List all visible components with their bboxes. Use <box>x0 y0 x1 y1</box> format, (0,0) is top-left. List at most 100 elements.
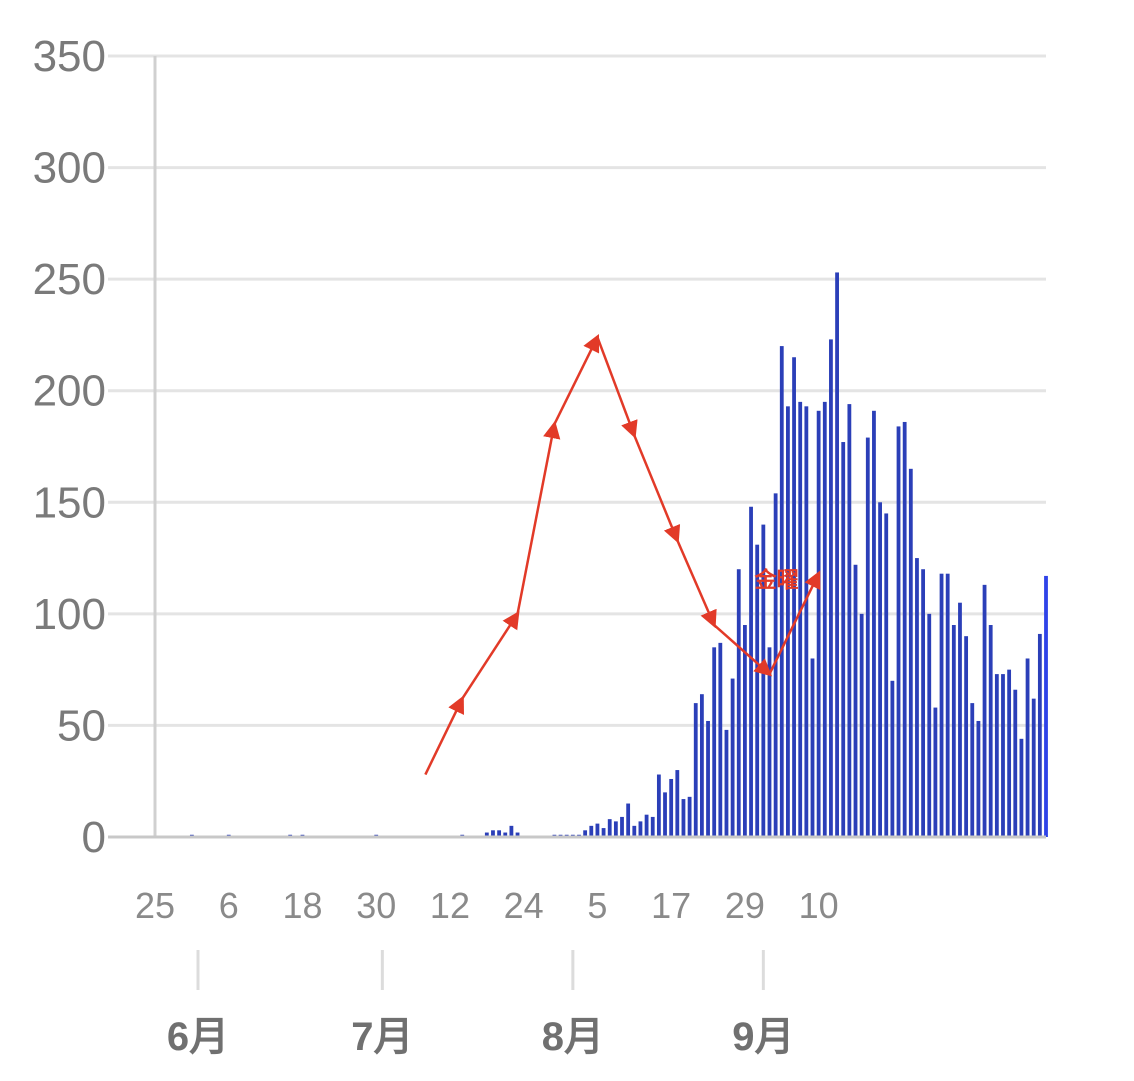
bar <box>656 774 661 837</box>
bar <box>902 421 907 837</box>
month-label: 8月 <box>542 1015 604 1059</box>
bar <box>638 821 643 837</box>
bar <box>798 401 803 837</box>
bar <box>927 613 932 837</box>
bar <box>884 513 889 837</box>
bar <box>976 720 981 837</box>
bar <box>613 821 618 837</box>
trend-segment <box>461 610 520 700</box>
bar <box>761 524 766 837</box>
bar <box>878 502 882 837</box>
y-tick-label: 100 <box>33 590 106 639</box>
bar <box>964 636 969 837</box>
bar <box>724 729 729 837</box>
bar <box>921 569 926 837</box>
month-label: 9月 <box>732 1015 794 1059</box>
bar <box>945 573 950 837</box>
bar <box>915 558 919 837</box>
bars <box>189 272 1048 837</box>
annotation-friday: 金曜 <box>754 568 799 593</box>
x-tick-label: 5 <box>587 885 607 926</box>
bar <box>644 814 649 837</box>
bar <box>497 830 502 837</box>
bar <box>503 832 508 837</box>
bar <box>632 825 637 837</box>
bar <box>853 564 858 837</box>
trend-segment <box>633 434 681 544</box>
bar <box>896 426 901 837</box>
bar <box>951 625 956 837</box>
bar <box>620 816 624 837</box>
bar <box>835 272 839 837</box>
bar <box>958 602 962 837</box>
bar <box>669 778 674 837</box>
bar <box>583 830 588 837</box>
bar <box>515 832 520 837</box>
bar <box>675 770 680 837</box>
x-tick-label: 25 <box>135 885 175 926</box>
y-tick-label: 200 <box>33 367 106 416</box>
bar <box>908 468 913 837</box>
y-axis-ticks: 0 50 100 150 200 250 300 350 <box>33 32 106 862</box>
trend-segment <box>713 624 773 677</box>
bar <box>890 680 895 837</box>
bar <box>755 544 760 837</box>
bar <box>626 803 631 837</box>
bar <box>841 442 846 837</box>
trend-segment <box>516 420 561 615</box>
bar <box>767 647 772 837</box>
y-tick-label: 300 <box>33 144 106 193</box>
bar <box>687 796 692 837</box>
bar <box>730 678 735 837</box>
bar <box>484 832 489 837</box>
bar <box>718 642 723 837</box>
bar <box>1037 633 1042 837</box>
gridlines <box>108 54 1046 839</box>
bar <box>650 816 655 837</box>
bar <box>509 825 514 837</box>
bar <box>816 410 821 837</box>
bar <box>1025 658 1030 837</box>
x-tick-label: 17 <box>651 885 691 926</box>
bar <box>786 406 790 837</box>
bar <box>810 658 815 837</box>
y-tick-label: 50 <box>57 701 106 750</box>
y-tick-label: 150 <box>33 478 106 527</box>
month-label: 6月 <box>167 1015 229 1059</box>
bar <box>933 707 938 837</box>
bar <box>779 346 784 837</box>
bar <box>1001 674 1005 837</box>
bar <box>804 406 809 837</box>
x-tick-label: 10 <box>799 885 839 926</box>
x-tick-label: 24 <box>504 885 544 926</box>
month-label: 7月 <box>351 1015 413 1059</box>
x-tick-label: 30 <box>356 885 396 926</box>
bar <box>699 694 704 837</box>
trend-segment <box>553 334 600 425</box>
bar <box>1031 698 1036 837</box>
bar <box>1019 738 1024 837</box>
bar <box>859 613 864 837</box>
bar <box>595 823 600 837</box>
bar <box>994 674 999 837</box>
bar <box>736 569 741 837</box>
x-tick-label: 12 <box>430 885 470 926</box>
trend-segment <box>424 695 464 776</box>
x-tick-label: 6 <box>219 885 239 926</box>
x-tick-label: 29 <box>725 885 765 926</box>
bar <box>712 647 717 837</box>
bar <box>1013 689 1018 837</box>
bar <box>1044 575 1048 837</box>
bar <box>742 625 747 837</box>
bar <box>773 493 778 837</box>
bar <box>693 703 698 837</box>
bar <box>847 404 852 837</box>
y-tick-label: 250 <box>33 255 106 304</box>
bar <box>822 401 827 837</box>
y-tick-label: 350 <box>33 32 106 81</box>
bar <box>865 437 870 837</box>
bar <box>601 828 606 837</box>
bar <box>589 825 594 837</box>
